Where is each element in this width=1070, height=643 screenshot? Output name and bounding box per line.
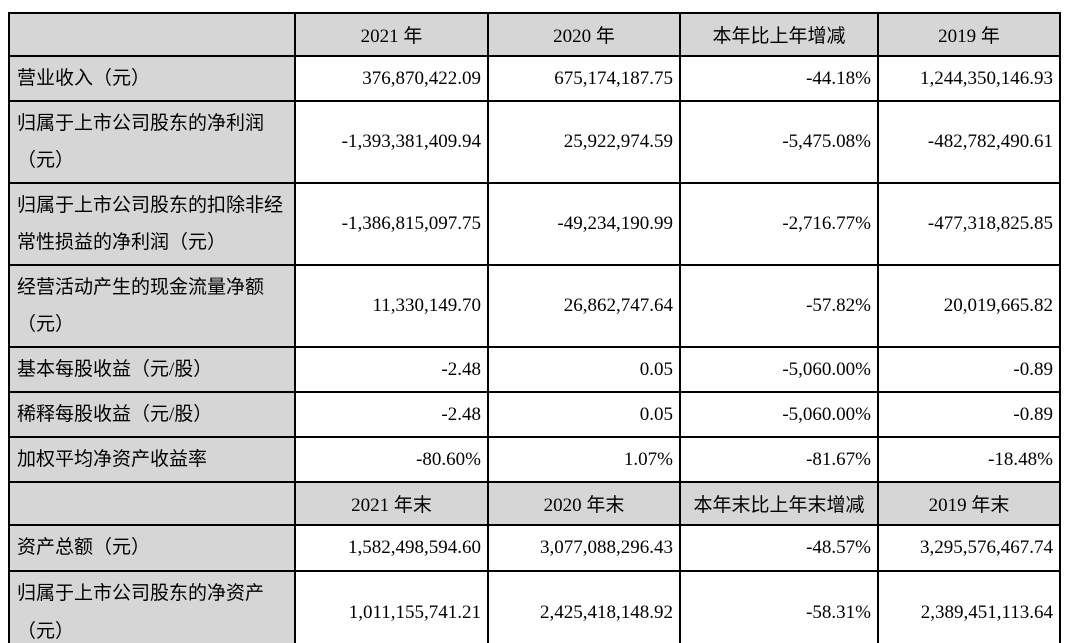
corner-cell (8, 481, 296, 527)
corner-cell (8, 12, 296, 57)
value-cell: 0.05 (487, 346, 681, 394)
row-label: 归属于上市公司股东的扣除非经 常性损益的净利润（元） (8, 182, 296, 267)
row-net-profit-attributable: 归属于上市公司股东的净利润 （元） -1,393,381,409.94 25,9… (8, 100, 1061, 185)
value-cell: 20,019,665.82 (877, 264, 1061, 349)
value-cell: 11,330,149.70 (294, 264, 489, 349)
column-header-2019: 2019 年 (877, 12, 1061, 57)
value-cell: -48.57% (679, 524, 879, 572)
row-label: 经营活动产生的现金流量净额 （元） (8, 264, 296, 349)
column-header-2020-year-end: 2020 年末 (487, 481, 681, 527)
row-label: 稀释每股收益（元/股） (8, 391, 296, 439)
value-cell: 26,862,747.64 (487, 264, 681, 349)
row-label: 营业收入（元） (8, 54, 296, 103)
value-cell: -81.67% (679, 436, 879, 484)
row-basic-eps: 基本每股收益（元/股） -2.48 0.05 -5,060.00% -0.89 (8, 346, 1061, 394)
row-operating-cash-flow: 经营活动产生的现金流量净额 （元） 11,330,149.70 26,862,7… (8, 264, 1061, 349)
value-cell: 3,077,088,296.43 (487, 524, 681, 572)
value-cell: 2,425,418,148.92 (487, 569, 681, 643)
financial-summary-table: 2021 年 2020 年 本年比上年增减 2019 年 营业收入（元） 376… (8, 12, 1061, 643)
row-weighted-avg-roe: 加权平均净资产收益率 -80.60% 1.07% -81.67% -18.48% (8, 436, 1061, 484)
value-cell: -0.89 (877, 346, 1061, 394)
header-row-annual: 2021 年 2020 年 本年比上年增减 2019 年 (8, 12, 1061, 57)
value-cell: 1.07% (487, 436, 681, 484)
column-header-2020: 2020 年 (487, 12, 681, 57)
column-header-2019-year-end: 2019 年末 (877, 481, 1061, 527)
row-label: 基本每股收益（元/股） (8, 346, 296, 394)
row-net-assets-attributable: 归属于上市公司股东的净资产 （元） 1,011,155,741.21 2,425… (8, 569, 1061, 643)
value-cell: 3,295,576,467.74 (877, 524, 1061, 572)
value-cell: -2.48 (294, 346, 489, 394)
value-cell: -57.82% (679, 264, 879, 349)
value-cell: -18.48% (877, 436, 1061, 484)
value-cell: -2.48 (294, 391, 489, 439)
value-cell: 1,011,155,741.21 (294, 569, 489, 643)
value-cell: 675,174,187.75 (487, 54, 681, 103)
value-cell: -44.18% (679, 54, 879, 103)
value-cell: -49,234,190.99 (487, 182, 681, 267)
row-diluted-eps: 稀释每股收益（元/股） -2.48 0.05 -5,060.00% -0.89 (8, 391, 1061, 439)
column-header-2021-year-end: 2021 年末 (294, 481, 489, 527)
value-cell: 2,389,451,113.64 (877, 569, 1061, 643)
row-label: 资产总额（元） (8, 524, 296, 572)
value-cell: -5,475.08% (679, 100, 879, 185)
column-header-2021: 2021 年 (294, 12, 489, 57)
value-cell: -5,060.00% (679, 346, 879, 394)
value-cell: -58.31% (679, 569, 879, 643)
row-label: 归属于上市公司股东的净资产 （元） (8, 569, 296, 643)
value-cell: -477,318,825.85 (877, 182, 1061, 267)
value-cell: -1,386,815,097.75 (294, 182, 489, 267)
row-operating-revenue: 营业收入（元） 376,870,422.09 675,174,187.75 -4… (8, 54, 1061, 103)
row-label: 归属于上市公司股东的净利润 （元） (8, 100, 296, 185)
value-cell: -5,060.00% (679, 391, 879, 439)
value-cell: -482,782,490.61 (877, 100, 1061, 185)
row-total-assets: 资产总额（元） 1,582,498,594.60 3,077,088,296.4… (8, 524, 1061, 572)
value-cell: 376,870,422.09 (294, 54, 489, 103)
value-cell: -0.89 (877, 391, 1061, 439)
column-header-yoy-change: 本年比上年增减 (679, 12, 879, 57)
value-cell: 1,582,498,594.60 (294, 524, 489, 572)
value-cell: 25,922,974.59 (487, 100, 681, 185)
value-cell: -2,716.77% (679, 182, 879, 267)
column-header-year-end-change: 本年末比上年末增减 (679, 481, 879, 527)
value-cell: 1,244,350,146.93 (877, 54, 1061, 103)
row-label: 加权平均净资产收益率 (8, 436, 296, 484)
value-cell: 0.05 (487, 391, 681, 439)
header-row-year-end: 2021 年末 2020 年末 本年末比上年末增减 2019 年末 (8, 481, 1061, 527)
value-cell: -1,393,381,409.94 (294, 100, 489, 185)
row-net-profit-excl-nonrecurring: 归属于上市公司股东的扣除非经 常性损益的净利润（元） -1,386,815,09… (8, 182, 1061, 267)
value-cell: -80.60% (294, 436, 489, 484)
